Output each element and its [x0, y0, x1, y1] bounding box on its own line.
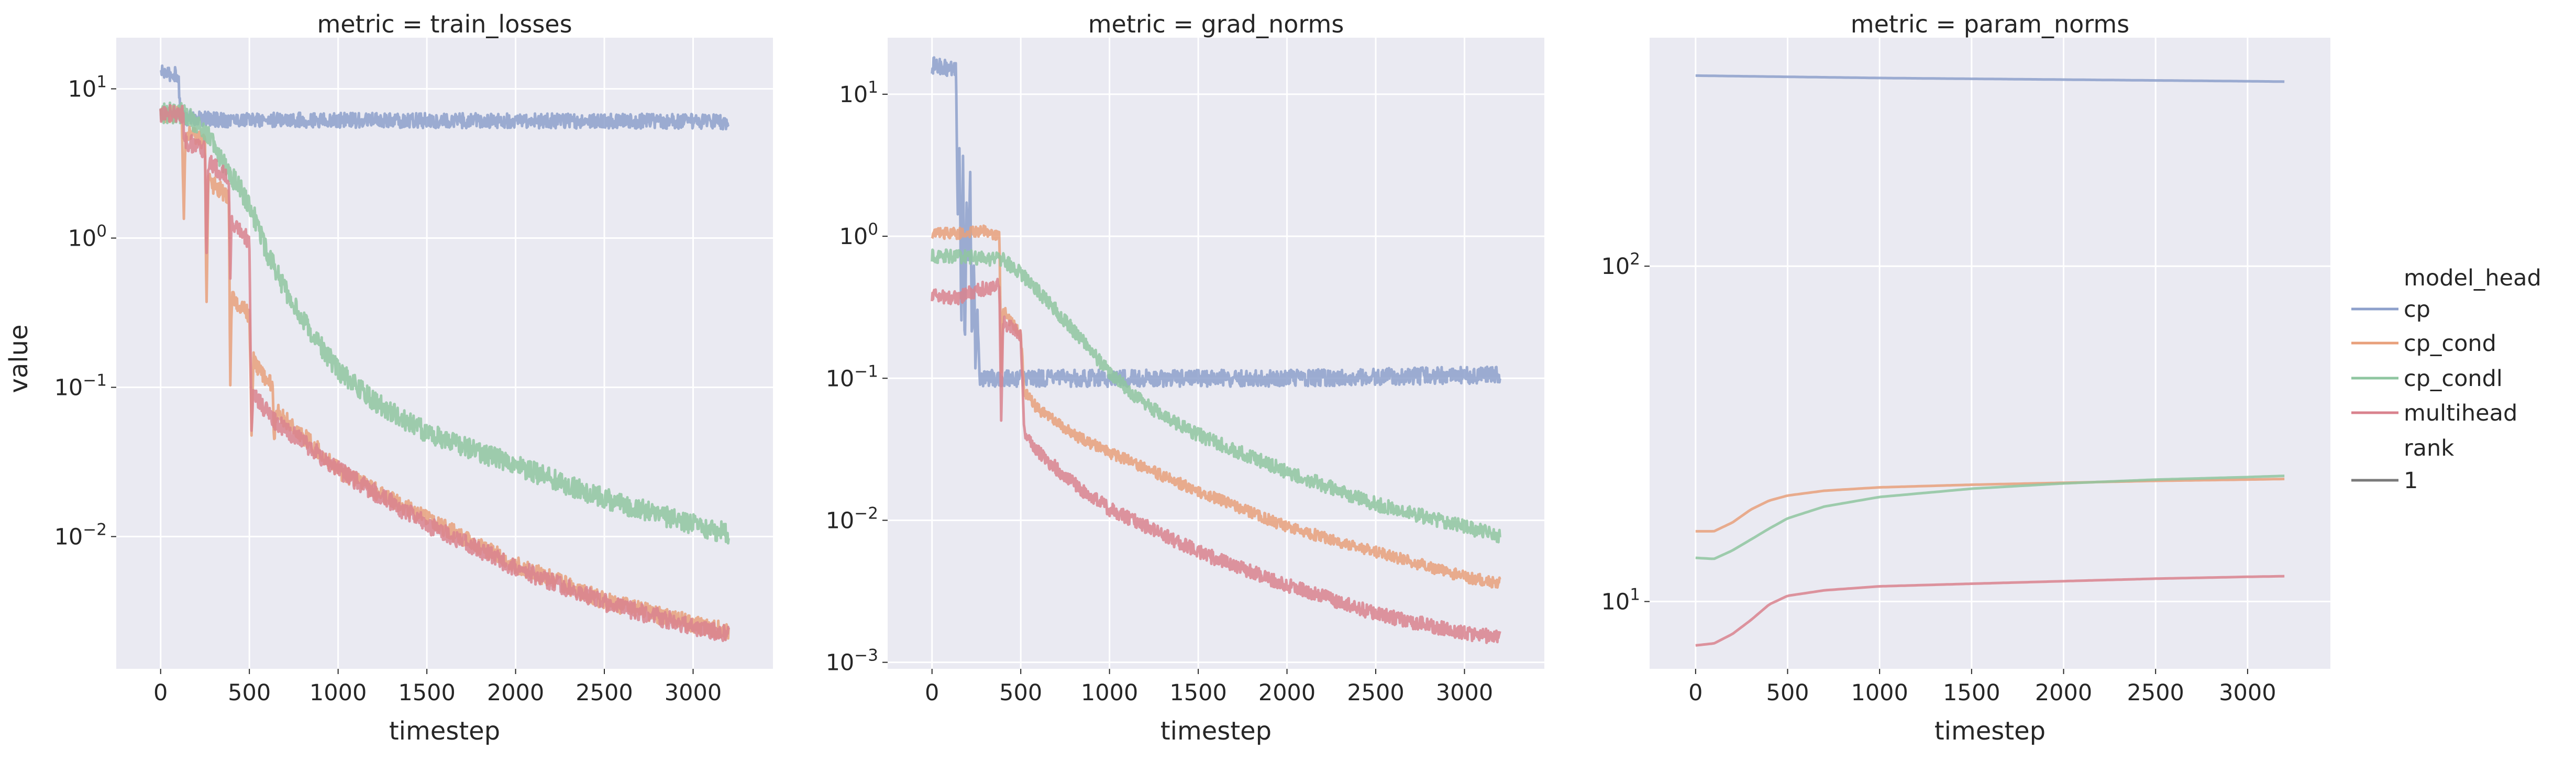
series-line-cp	[1695, 74, 2285, 83]
y-axis: 10−2 10−1 100 101	[54, 73, 116, 550]
x-tick-label: 1500	[1943, 680, 2000, 706]
y-axis: 10−3 10−2 10−1 100 101	[826, 78, 888, 676]
panel-0: metric = train_losses 0 500 1000 1500 2000 250…	[54, 10, 773, 746]
x-tick-label: 1500	[398, 680, 455, 706]
legend-label: 1	[2404, 468, 2418, 494]
x-tick-label: 500	[999, 680, 1042, 706]
x-tick-label: 3000	[1436, 680, 1493, 706]
y-tick-label: 101	[1601, 586, 1640, 615]
panel-title: metric = param_norms	[1851, 10, 2129, 38]
series-line-multihead	[1695, 575, 2285, 647]
panel-1: metric = grad_norms 0 500 1000 1500 2000 2500 3…	[826, 10, 1544, 746]
legend: model_head cp cp_cond cp_condl multihead…	[2351, 265, 2541, 494]
legend-title-rank: rank	[2404, 435, 2454, 461]
series-line-cp	[931, 56, 1501, 388]
series-lines	[931, 56, 1501, 644]
x-tick-label: 2000	[2035, 680, 2092, 706]
series-line-cp-condl	[159, 101, 730, 545]
x-tick-label: 2500	[576, 680, 633, 706]
x-tick-label: 500	[228, 680, 271, 706]
x-axis: 0 500 1000 1500 2000 2500 3000	[1688, 669, 2276, 706]
series-line-cp-condl	[931, 248, 1501, 544]
x-axis-label: timestep	[1934, 716, 2046, 746]
x-tick-label: 0	[925, 680, 939, 706]
x-axis-label: timestep	[1160, 716, 1272, 746]
x-tick-label: 2500	[2127, 680, 2184, 706]
series-lines	[159, 64, 730, 642]
legend-label: cp_cond	[2404, 330, 2496, 357]
y-tick-label: 10−1	[54, 371, 107, 401]
x-tick-label: 1000	[1081, 680, 1138, 706]
y-axis-label: value	[4, 324, 34, 393]
y-tick-label: 10−1	[826, 362, 878, 392]
legend-entry-cp-condl: cp_condl	[2351, 366, 2503, 392]
y-tick-label: 10−2	[54, 520, 107, 550]
x-tick-label: 0	[153, 680, 168, 706]
series-lines	[1695, 74, 2285, 647]
plot-area	[1650, 38, 2330, 669]
x-tick-label: 1000	[309, 680, 367, 706]
y-tick-label: 101	[839, 78, 878, 108]
legend-entry-rank-1: 1	[2351, 468, 2418, 494]
series-line-cp-cond	[931, 224, 1501, 589]
legend-label: cp	[2404, 296, 2430, 323]
panel-title: metric = train_losses	[317, 10, 572, 38]
legend-label: cp_condl	[2404, 366, 2503, 392]
plot-area	[116, 38, 773, 669]
y-tick-label: 10−2	[826, 504, 878, 534]
panel-title: metric = grad_norms	[1088, 10, 1344, 38]
x-tick-label: 2000	[1258, 680, 1315, 706]
y-tick-label: 100	[68, 222, 107, 252]
y-axis: 101 102	[1601, 250, 1650, 615]
gridlines	[116, 38, 773, 669]
x-tick-label: 2500	[1347, 680, 1404, 706]
y-tick-label: 101	[68, 73, 107, 103]
series-line-cp-condl	[1695, 475, 2285, 560]
x-tick-label: 2000	[487, 680, 544, 706]
y-tick-label: 10−3	[826, 646, 878, 676]
x-axis-label: timestep	[389, 716, 500, 746]
series-line-multihead	[159, 104, 730, 642]
panel-2: metric = param_norms 0 500 1000 1500 2000 2500…	[1601, 10, 2330, 746]
x-tick-label: 1500	[1169, 680, 1226, 706]
x-tick-label: 500	[1766, 680, 1809, 706]
y-tick-label: 100	[839, 220, 878, 250]
legend-entry-multihead: multihead	[2351, 400, 2517, 426]
x-tick-label: 0	[1688, 680, 1702, 706]
y-tick-label: 102	[1601, 250, 1640, 280]
x-tick-label: 3000	[665, 680, 722, 706]
gridlines	[1650, 38, 2330, 669]
series-line-multihead	[931, 278, 1501, 644]
legend-label: multihead	[2404, 400, 2517, 426]
legend-entry-cp-cond: cp_cond	[2351, 330, 2496, 357]
legend-title-model-head: model_head	[2404, 265, 2541, 291]
x-tick-label: 1000	[1851, 680, 1908, 706]
x-axis: 0 500 1000 1500 2000 2500 3000	[925, 669, 1493, 706]
legend-entry-cp: cp	[2351, 296, 2430, 323]
x-tick-label: 3000	[2219, 680, 2276, 706]
series-line-cp-cond	[1695, 478, 2285, 533]
series-line-cp	[160, 64, 730, 131]
x-axis: 0 500 1000 1500 2000 2500 3000	[153, 669, 722, 706]
